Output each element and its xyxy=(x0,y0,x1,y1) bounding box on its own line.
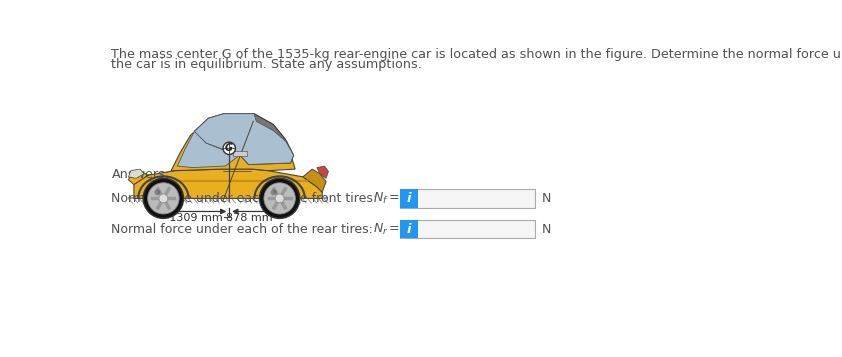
FancyBboxPatch shape xyxy=(400,189,536,208)
Text: Normal force under each of the rear tires:: Normal force under each of the rear tire… xyxy=(111,223,373,236)
Text: −1309 mm−: −1309 mm− xyxy=(160,213,232,223)
Circle shape xyxy=(264,183,296,214)
Circle shape xyxy=(259,178,300,218)
Text: The mass center G of the 1535-kg rear-engine car is located as shown in the figu: The mass center G of the 1535-kg rear-en… xyxy=(111,48,842,61)
Text: the car is in equilibrium. State any assumptions.: the car is in equilibrium. State any ass… xyxy=(111,58,423,71)
Text: i: i xyxy=(407,223,411,236)
Text: Answers:: Answers: xyxy=(111,167,170,181)
FancyBboxPatch shape xyxy=(400,189,418,208)
FancyBboxPatch shape xyxy=(400,220,536,238)
Circle shape xyxy=(275,194,284,203)
FancyBboxPatch shape xyxy=(400,220,418,238)
Polygon shape xyxy=(129,169,144,178)
Text: Normal force under each of the front tires:: Normal force under each of the front tir… xyxy=(111,192,377,205)
Circle shape xyxy=(159,194,168,203)
Circle shape xyxy=(223,142,236,155)
Text: $N_r=$: $N_r=$ xyxy=(373,222,400,237)
Text: 878 mm−: 878 mm− xyxy=(226,213,282,223)
Polygon shape xyxy=(195,114,294,165)
Text: i: i xyxy=(407,192,411,205)
Polygon shape xyxy=(134,169,322,198)
Circle shape xyxy=(143,178,184,218)
Bar xyxy=(233,151,247,156)
Polygon shape xyxy=(178,131,238,167)
Polygon shape xyxy=(129,171,148,185)
Text: $N_f=$: $N_f=$ xyxy=(373,191,399,206)
Polygon shape xyxy=(171,115,296,171)
Circle shape xyxy=(154,189,160,195)
Circle shape xyxy=(147,183,179,214)
Text: G: G xyxy=(225,143,232,153)
Polygon shape xyxy=(303,169,326,192)
Polygon shape xyxy=(195,114,294,165)
Text: N: N xyxy=(541,223,551,236)
Polygon shape xyxy=(317,166,328,178)
Text: N: N xyxy=(541,192,551,205)
Circle shape xyxy=(270,189,277,195)
